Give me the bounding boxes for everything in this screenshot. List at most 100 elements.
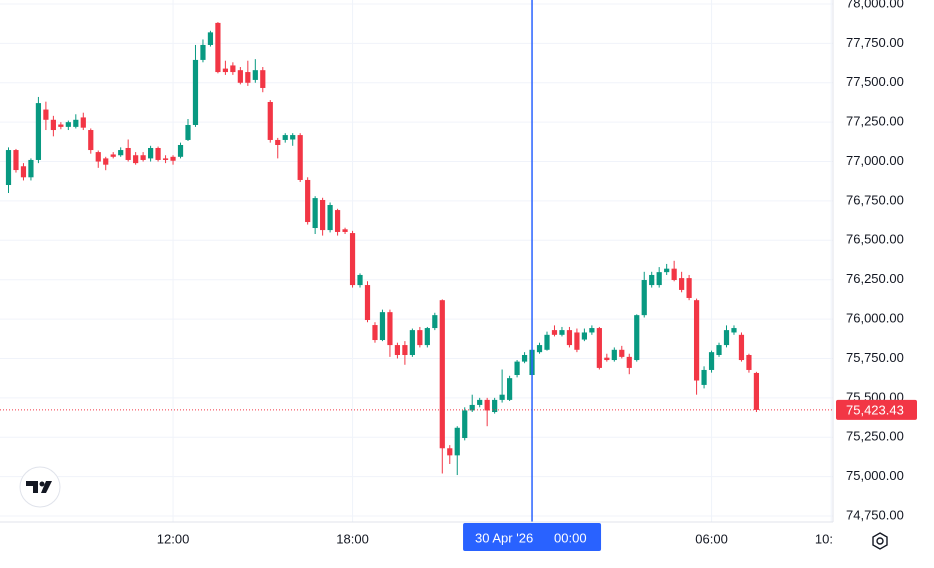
candle-body [80,117,86,128]
y-tick-label: 77,500.00 [846,74,904,89]
logo-v [41,481,52,493]
candle-body [387,312,393,346]
candle-body [312,198,318,229]
candle-body [686,278,692,298]
candle-body [28,159,34,178]
candle-body [566,330,573,346]
candle-body [13,150,19,171]
candle-body [200,44,206,60]
x-tick-label: 18:00 [336,531,369,546]
y-tick-label: 76,000.00 [846,311,904,326]
candle-body [252,70,258,80]
candle-body [439,300,445,449]
candle-body [462,410,468,439]
candle-body [222,68,228,73]
candle-body [170,156,176,161]
last-price-label: 75,423.43 [846,402,904,417]
candle-body [559,330,565,335]
candle-body [746,354,752,370]
candle-body [207,32,214,45]
overlay: 30 Apr '26 00:00 [0,0,833,551]
candle-body [20,166,27,178]
candle-body [185,124,191,140]
candle-body [88,130,94,151]
candle-body [723,330,730,346]
x-tick-label: 06:00 [695,531,728,546]
candle-body [103,158,109,165]
y-tick-label: 74,750.00 [846,507,904,522]
candle-body [409,330,415,355]
candle-body [701,369,707,385]
candle-body [394,345,401,355]
candle-body [118,150,124,156]
candle-body [260,70,266,88]
candle-body [290,135,296,140]
candle-body [619,349,625,357]
candle-body [125,147,131,160]
candle-body [574,332,580,350]
settings-button[interactable] [872,532,888,550]
candle-body [237,70,243,83]
tradingview-logo[interactable] [19,466,61,508]
candle-body [364,285,371,321]
settings-hex [872,532,888,550]
candle-body [611,349,617,361]
candle-body [327,205,333,231]
logo-circle [19,466,61,508]
candle-body [477,399,483,405]
candle-body [469,404,475,411]
candle-body [596,328,602,368]
candle-body [402,345,408,355]
candle-body [626,356,632,368]
candle-body [305,179,311,223]
y-tick-label: 76,500.00 [846,232,904,247]
candle-body [110,154,116,157]
candle-body [693,300,700,381]
candle-body [95,152,101,162]
candle-body [133,155,139,164]
candle-body [716,345,722,355]
candle-body [671,268,677,281]
candle-body [73,119,79,127]
candle-body [544,334,550,350]
candle-body [245,72,251,83]
candle-body [58,124,64,127]
last-price-box [836,399,917,420]
candle-body [282,135,288,140]
axes: 74,750.0075,000.0075,250.0075,500.0075,7… [836,0,917,522]
x-tick-label: 12:00 [157,531,190,546]
crosshair-time: 00:00 [554,530,587,545]
candle-body [5,150,12,186]
y-tick-label: 78,000.00 [846,0,904,10]
candle-body [492,399,498,413]
candle-body [65,122,71,127]
candle-body [634,315,640,361]
candle-body [424,328,430,346]
candle-body [320,199,326,231]
candle-body [43,109,49,120]
candle-body [738,334,745,361]
candle-body [275,139,281,145]
candle-body [50,119,56,131]
candle-body [372,325,378,341]
candle-body [432,315,438,329]
candle-body [342,229,348,232]
candle-body [551,330,558,335]
y-tick-label: 75,000.00 [846,468,904,483]
candle-body [664,268,670,273]
y-tick-label: 77,750.00 [846,35,904,50]
candle-body [484,399,490,411]
candle-body [230,65,236,73]
crosshair-date: 30 Apr '26 [475,530,533,545]
y-tick-label: 76,250.00 [846,271,904,286]
y-tick-label: 77,250.00 [846,114,904,129]
candle-body [349,233,356,286]
candle-body [267,101,273,140]
candle-body [581,332,587,340]
candle-body [589,328,595,333]
candle-body [499,394,505,400]
candle-body [140,155,146,160]
candle-body [35,103,42,160]
crosshair-box [463,523,602,551]
